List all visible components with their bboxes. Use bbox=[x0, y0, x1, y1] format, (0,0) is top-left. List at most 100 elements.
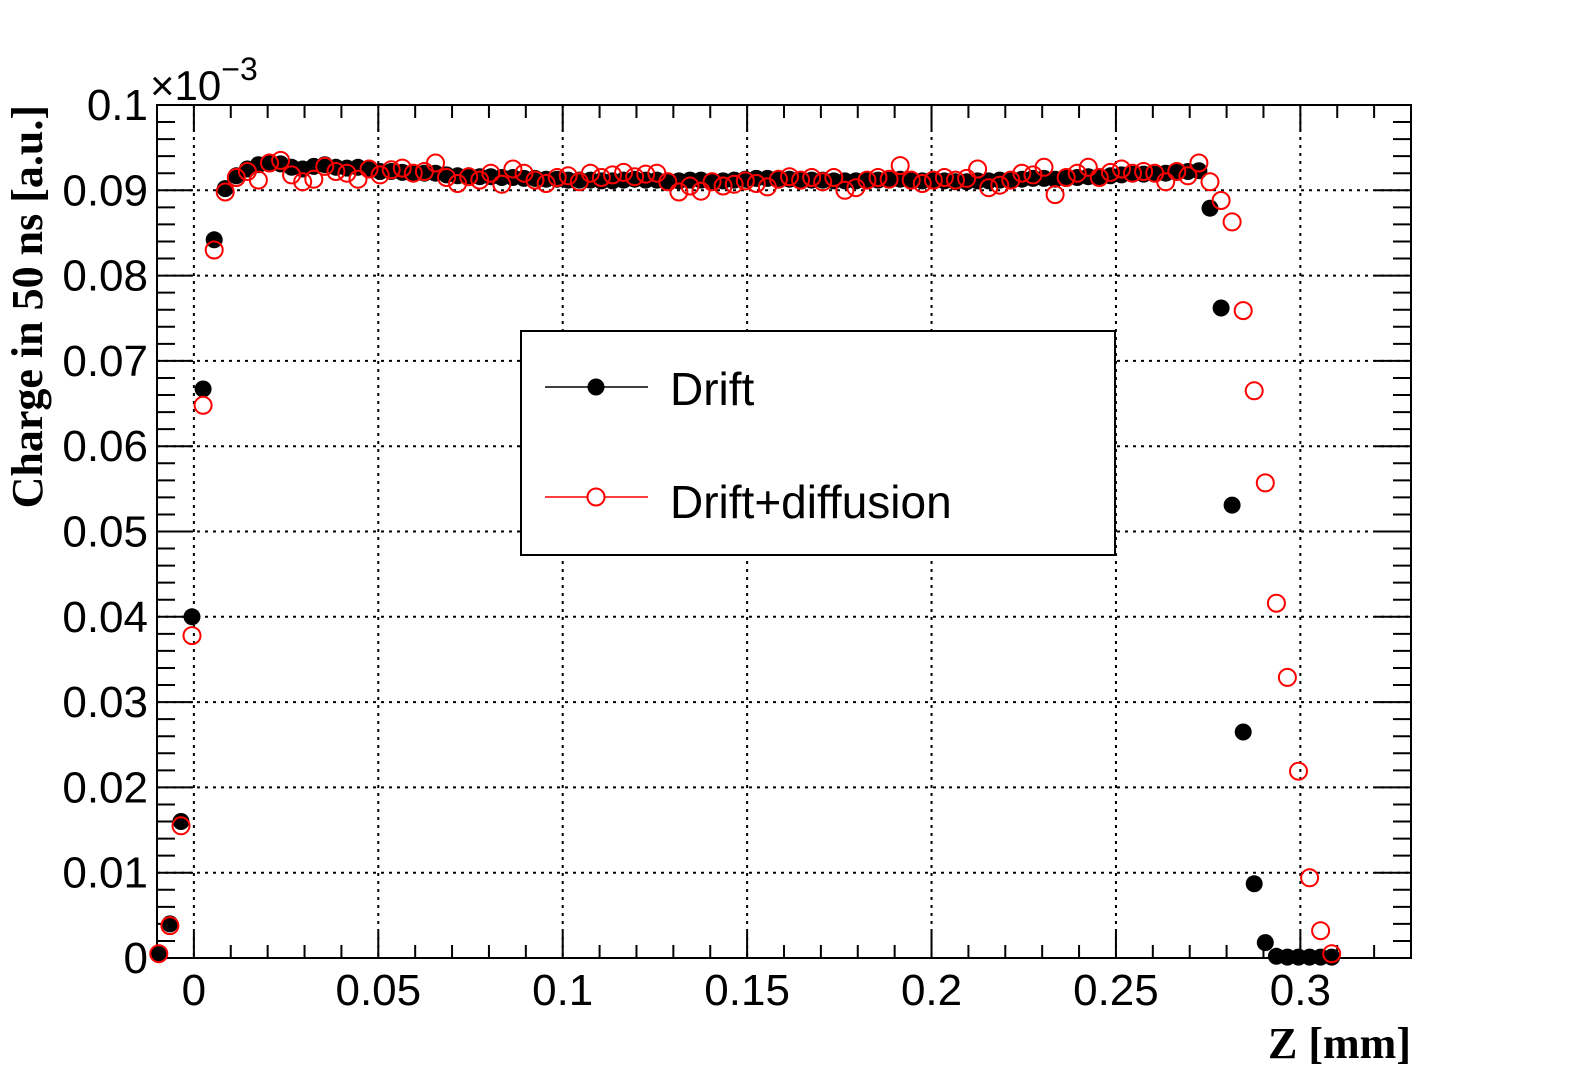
drift-point bbox=[183, 608, 201, 626]
drift-diffusion-point bbox=[669, 182, 689, 202]
drift-diffusion-point bbox=[1123, 163, 1142, 183]
axis-ticks bbox=[156, 104, 1412, 959]
y-axis-multiplier-exponent: −3 bbox=[221, 51, 257, 87]
drift-diffusion-point bbox=[337, 163, 357, 183]
series-drift-diffusion bbox=[149, 150, 1342, 964]
series bbox=[149, 150, 1342, 966]
drift-diffusion-point bbox=[912, 174, 932, 193]
drift-point bbox=[1234, 723, 1252, 741]
drift-diffusion-point bbox=[713, 176, 733, 196]
y-axis-title: Charge in 50 ns [a.u.] bbox=[3, 105, 52, 508]
drift-diffusion-point bbox=[746, 174, 766, 193]
y-tick-label: 0 bbox=[124, 934, 148, 983]
drift-diffusion-point bbox=[193, 395, 213, 415]
drift-diffusion-point bbox=[1134, 162, 1154, 181]
x-tick-label: 0.1 bbox=[532, 966, 593, 1015]
drift-diffusion-point bbox=[448, 174, 468, 193]
drift-diffusion-point bbox=[735, 171, 755, 191]
legend-marker-diffusion bbox=[586, 487, 606, 507]
legend: Drift Drift+diffusion bbox=[520, 330, 1116, 556]
drift-diffusion-point bbox=[326, 162, 346, 181]
drift-diffusion-point bbox=[370, 165, 390, 185]
x-tick-label: 0.25 bbox=[1073, 966, 1159, 1015]
y-tick-label: 0.05 bbox=[62, 508, 148, 557]
drift-diffusion-point bbox=[890, 156, 910, 176]
drift-point bbox=[1245, 875, 1263, 893]
drift-diffusion-point bbox=[149, 944, 169, 964]
y-tick-labels: 0 0.01 0.02 0.03 0.04 0.05 0.06 0.07 0.08 0.09 0.1 bbox=[62, 81, 148, 983]
drift-diffusion-point bbox=[282, 165, 302, 185]
drift-diffusion-point bbox=[1266, 593, 1286, 613]
drift-diffusion-point bbox=[182, 626, 202, 646]
drift-diffusion-point bbox=[171, 816, 191, 836]
legend-marker-drift bbox=[587, 378, 605, 396]
x-tick-label: 0.15 bbox=[704, 966, 790, 1015]
drift-diffusion-point bbox=[769, 169, 788, 189]
y-axis-multiplier: ×10−3 bbox=[150, 51, 258, 109]
drift-diffusion-point bbox=[348, 169, 368, 189]
legend-label-drift: Drift bbox=[670, 363, 755, 415]
drift-diffusion-point bbox=[1289, 761, 1308, 781]
y-tick-label: 0.07 bbox=[62, 337, 148, 386]
drift-diffusion-point bbox=[923, 170, 943, 190]
drift-diffusion-point bbox=[1112, 159, 1131, 179]
legend-label-drift-diffusion: Drift+diffusion bbox=[670, 476, 952, 528]
drift-diffusion-point bbox=[315, 156, 335, 176]
x-tick-label: 0.3 bbox=[1270, 966, 1331, 1015]
drift-diffusion-point bbox=[1300, 868, 1320, 888]
drift-diffusion-point bbox=[304, 169, 324, 189]
drift-diffusion-point bbox=[1167, 162, 1187, 181]
drift-diffusion-point bbox=[1089, 168, 1109, 187]
drift-diffusion-point bbox=[359, 159, 379, 179]
drift-diffusion-point bbox=[691, 181, 711, 201]
drift-diffusion-point bbox=[1012, 163, 1032, 183]
drift-diffusion-point bbox=[658, 172, 678, 192]
drift-diffusion-point bbox=[868, 168, 888, 187]
drift-point bbox=[161, 915, 179, 933]
drift-diffusion-point bbox=[979, 178, 999, 198]
drift-diffusion-point bbox=[702, 172, 722, 192]
drift-diffusion-point bbox=[1277, 667, 1297, 687]
drift-diffusion-point bbox=[614, 162, 634, 182]
drift-diffusion-point bbox=[591, 168, 611, 187]
drift-diffusion-point bbox=[813, 172, 833, 192]
drift-diffusion-point bbox=[492, 174, 512, 194]
drift-diffusion-point bbox=[824, 168, 844, 187]
drift-diffusion-point bbox=[1001, 170, 1021, 190]
drift-diffusion-point bbox=[1311, 921, 1331, 941]
drift-diffusion-point bbox=[791, 170, 811, 190]
drift-diffusion-point bbox=[1100, 162, 1120, 182]
y-tick-label: 0.03 bbox=[62, 678, 148, 727]
drift-point bbox=[1212, 299, 1230, 317]
drift-point bbox=[194, 380, 212, 398]
drift-diffusion-point bbox=[293, 172, 313, 192]
drift-diffusion-point bbox=[260, 153, 279, 173]
drift-diffusion-point bbox=[1034, 157, 1054, 177]
drift-diffusion-point bbox=[1200, 172, 1220, 192]
drift-diffusion-point bbox=[392, 158, 412, 178]
drift-diffusion-point bbox=[470, 170, 490, 190]
drift-diffusion-point bbox=[215, 182, 235, 202]
x-tick-label: 0.05 bbox=[335, 966, 421, 1015]
x-tick-label: 0.2 bbox=[901, 966, 962, 1015]
y-tick-label: 0.09 bbox=[62, 166, 148, 215]
drift-diffusion-point bbox=[481, 163, 501, 183]
drift-diffusion-point bbox=[968, 159, 988, 179]
x-axis-title: Z [mm] bbox=[1268, 1019, 1411, 1068]
drift-diffusion-point bbox=[580, 163, 600, 183]
y-axis-multiplier-base: ×10 bbox=[150, 62, 221, 109]
drift-diffusion-point bbox=[558, 166, 578, 186]
drift-diffusion-point bbox=[426, 153, 445, 173]
legend-box bbox=[520, 330, 1116, 556]
y-tick-label: 0.01 bbox=[62, 849, 148, 898]
drift-diffusion-point bbox=[1156, 172, 1176, 192]
drift-point bbox=[172, 813, 190, 830]
drift-diffusion-point bbox=[1211, 191, 1231, 210]
y-tick-label: 0.04 bbox=[62, 593, 148, 642]
drift-point bbox=[205, 231, 223, 249]
drift-diffusion-point bbox=[226, 168, 246, 187]
drift-diffusion-point bbox=[1045, 185, 1065, 205]
drift-diffusion-point bbox=[957, 168, 977, 188]
drift-diffusion-point bbox=[680, 176, 700, 196]
drift-diffusion-point bbox=[248, 170, 268, 190]
